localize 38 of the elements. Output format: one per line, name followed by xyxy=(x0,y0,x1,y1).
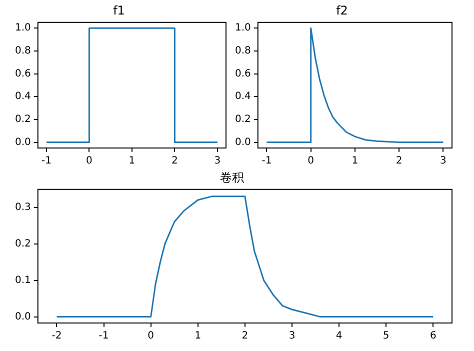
y-tick-label: 0.0 xyxy=(14,311,31,322)
y-tick-label: 0.6 xyxy=(14,68,31,80)
x-tick-label: 2 xyxy=(396,156,402,167)
x-tick-label: 1 xyxy=(194,330,202,342)
x-tick-label: 6 xyxy=(430,330,436,342)
x-tick-label: 2 xyxy=(242,330,248,342)
x-tick-label: 4 xyxy=(336,330,342,342)
chart-title: f1 xyxy=(113,3,125,18)
y-tick-label: 0.2 xyxy=(14,114,31,126)
y-tick-label: 1.0 xyxy=(234,22,251,34)
x-tick-label: 0 xyxy=(86,156,92,167)
y-tick-label: 0.4 xyxy=(14,91,31,102)
chart-title: f2 xyxy=(336,3,348,18)
x-tick-label: -1 xyxy=(98,330,109,342)
y-tick-label: 0.3 xyxy=(14,202,31,213)
y-tick-label: 0.1 xyxy=(14,274,31,286)
y-tick-label: 0.4 xyxy=(234,91,251,102)
x-tick-label: -1 xyxy=(41,156,52,167)
x-tick-label: -2 xyxy=(52,330,62,342)
x-tick-label: 0 xyxy=(308,156,314,167)
y-tick-label: 0.2 xyxy=(234,114,251,126)
x-tick-label: 1 xyxy=(352,156,358,167)
x-tick-label: 5 xyxy=(382,330,390,342)
y-tick-label: 0.8 xyxy=(14,46,31,57)
chart-title: 卷积 xyxy=(220,170,244,184)
y-tick-label: 0.6 xyxy=(234,68,251,80)
x-tick-label: 1 xyxy=(128,156,136,167)
x-tick-label: 3 xyxy=(288,330,296,342)
y-tick-label: 0.8 xyxy=(234,46,251,57)
y-tick-label: 0.2 xyxy=(14,238,31,250)
x-tick-label: 3 xyxy=(440,156,446,167)
x-tick-label: -1 xyxy=(262,156,272,167)
y-tick-label: 0.0 xyxy=(234,136,251,148)
y-tick-label: 1.0 xyxy=(14,22,31,34)
x-tick-label: 0 xyxy=(148,330,154,342)
y-tick-label: 0.0 xyxy=(14,136,31,148)
x-tick-label: 2 xyxy=(172,156,178,167)
x-tick-label: 3 xyxy=(214,156,221,167)
